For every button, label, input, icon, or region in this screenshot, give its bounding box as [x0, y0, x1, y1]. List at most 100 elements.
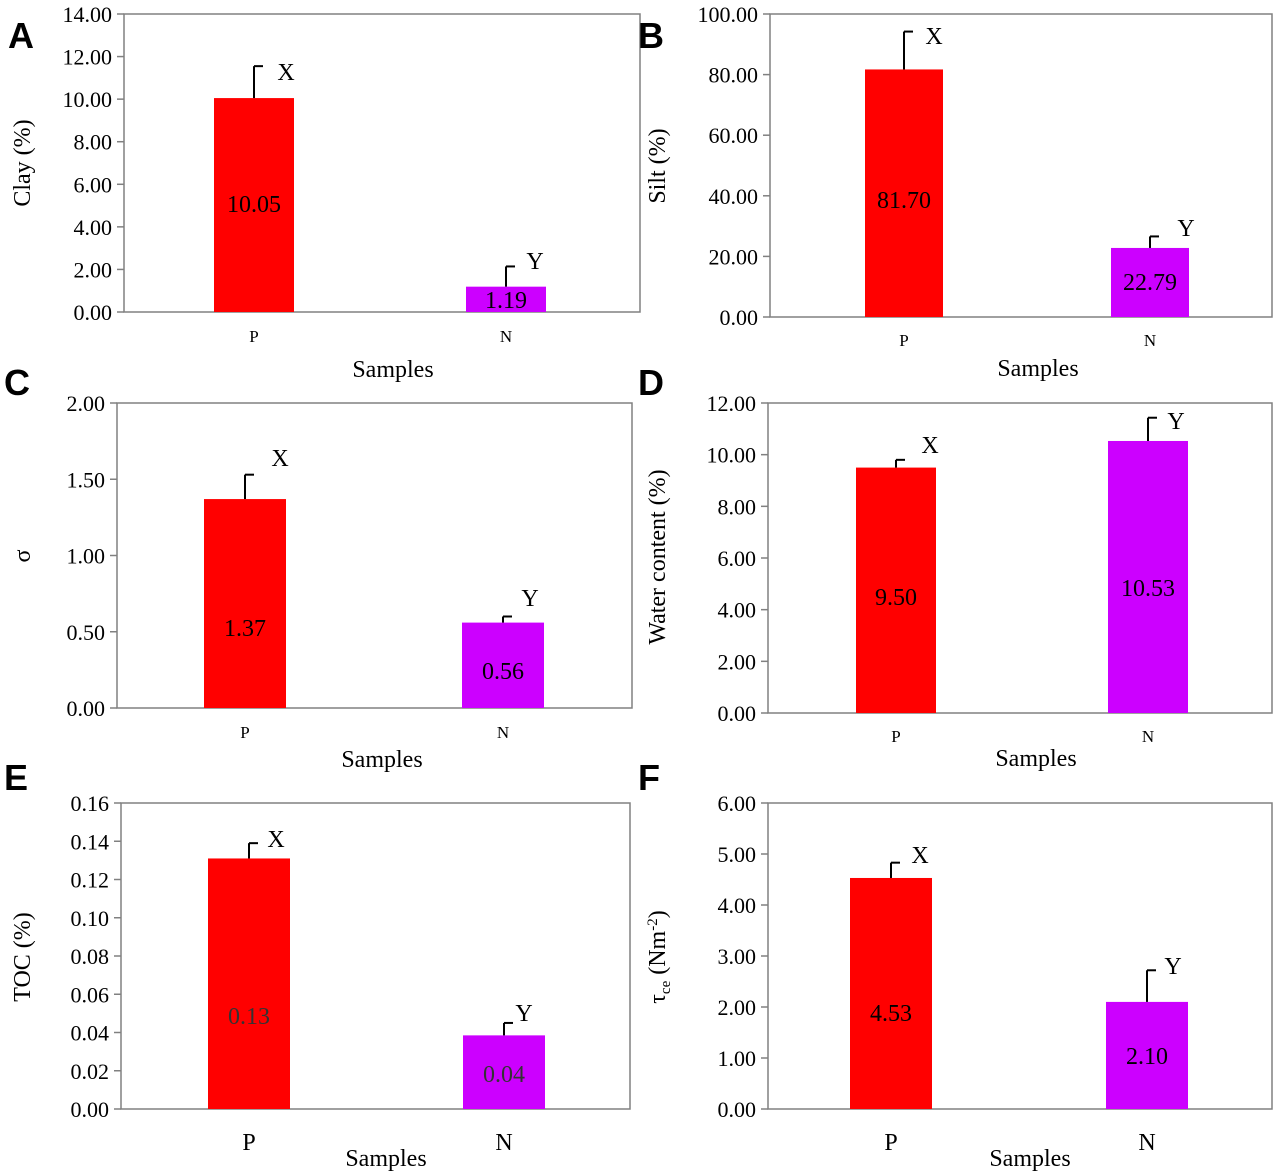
bar-p	[204, 499, 286, 708]
panel-letter: F	[638, 757, 660, 798]
y-tick-label: 12.00	[63, 45, 113, 70]
y-tick-label: 0.00	[71, 1097, 110, 1122]
y-axis-title-unit: (Nm	[645, 930, 671, 980]
y-tick-label: 60.00	[709, 123, 759, 148]
y-tick-label: 8.00	[74, 130, 113, 155]
significance-label: Y	[526, 249, 543, 275]
x-tick-label: P	[899, 331, 908, 350]
y-tick-label: 0.00	[718, 1097, 757, 1122]
significance-label: X	[925, 24, 942, 50]
y-tick-label: 0.10	[71, 906, 110, 931]
y-tick-label: 1.50	[67, 467, 106, 492]
significance-label: Y	[1164, 954, 1181, 980]
x-axis-title: Samples	[341, 747, 422, 773]
plot-frame	[769, 13, 1273, 318]
x-axis-title: Samples	[352, 357, 433, 383]
y-tick-label: 2.00	[67, 391, 106, 416]
data-label: 2.10	[1126, 1044, 1168, 1070]
significance-label: X	[911, 843, 928, 869]
y-tick-label: 5.00	[718, 842, 757, 867]
panel-letter: D	[638, 362, 664, 403]
x-tick-label: N	[495, 1130, 512, 1156]
bar-p	[865, 69, 943, 317]
y-tick-label: 0.00	[720, 305, 759, 330]
bar-p	[850, 877, 932, 1109]
y-tick-label: 0.12	[71, 868, 110, 893]
bar-n	[1108, 440, 1188, 713]
x-tick-label: N	[1142, 727, 1154, 746]
x-tick-label: P	[240, 723, 249, 742]
y-tick-label: 0.04	[71, 1021, 110, 1046]
plot-frame	[116, 402, 633, 709]
y-axis-title: Water content (%)	[645, 469, 671, 644]
x-tick-label: P	[891, 727, 900, 746]
panel-e: E 0.00 0.02 0.04 0.06 0.08 0.10 0.12 0.14 0.16 0.1…	[4, 757, 631, 1172]
x-axis-title: Samples	[995, 746, 1076, 772]
data-label: 9.50	[875, 585, 917, 611]
data-label: 10.53	[1121, 576, 1175, 602]
y-axis-title-superscript: -2	[645, 918, 661, 931]
bar-p	[208, 858, 290, 1109]
y-axis-title-close: )	[645, 910, 671, 918]
y-tick-label: 2.00	[718, 649, 757, 674]
y-tick-label: 0.00	[718, 701, 757, 726]
y-tick-label: 0.00	[67, 696, 106, 721]
x-tick-label: P	[884, 1130, 897, 1156]
data-label: 0.13	[228, 1004, 270, 1030]
significance-label: X	[277, 60, 294, 86]
bar-n	[462, 622, 544, 708]
y-tick-label: 4.00	[718, 893, 757, 918]
x-tick-label: P	[249, 327, 258, 346]
y-tick-label: 80.00	[709, 63, 759, 88]
y-tick-label: 10.00	[707, 443, 757, 468]
y-tick-label: 8.00	[718, 494, 757, 519]
x-tick-label: N	[1144, 331, 1156, 350]
y-tick-label: 4.00	[74, 215, 113, 240]
bar-n	[1111, 247, 1189, 317]
y-tick-label: 100.00	[698, 2, 759, 27]
significance-label: Y	[1167, 409, 1184, 435]
y-tick-label: 0.06	[71, 982, 110, 1007]
x-tick-label: N	[497, 723, 509, 742]
panel-letter: C	[4, 362, 30, 403]
panel-b: B 0.00 20.00 40.00 60.00 80.00 100.00 81.70 X P 22…	[638, 2, 1273, 382]
x-tick-label: N	[500, 327, 512, 346]
significance-label: X	[271, 446, 288, 472]
x-axis-title: Samples	[345, 1146, 426, 1172]
y-tick-label: 10.00	[63, 87, 113, 112]
y-tick-label: 6.00	[74, 172, 113, 197]
y-axis-title: Clay (%)	[10, 119, 36, 206]
y-tick-label: 6.00	[718, 546, 757, 571]
significance-label: Y	[521, 586, 538, 612]
y-axis-title: σ	[10, 549, 36, 562]
y-tick-label: 0.02	[71, 1059, 110, 1084]
plot-frame	[120, 802, 631, 1110]
y-tick-label: 6.00	[718, 791, 757, 816]
bar-p	[214, 98, 294, 312]
bar-n	[466, 286, 546, 312]
data-label: 81.70	[877, 188, 931, 214]
y-axis-title: TOC (%)	[10, 912, 36, 1002]
bar-n	[463, 1035, 545, 1109]
significance-label: X	[921, 433, 938, 459]
y-tick-label: 1.00	[67, 544, 106, 569]
panel-letter: A	[8, 15, 34, 56]
bar-n	[1106, 1001, 1188, 1109]
y-axis-title-subscript: ce	[658, 980, 674, 994]
data-label: 22.79	[1123, 270, 1177, 296]
data-label: 1.37	[224, 616, 266, 642]
data-label: 4.53	[870, 1001, 912, 1027]
data-label: 0.04	[483, 1062, 525, 1088]
x-tick-label: N	[1138, 1130, 1155, 1156]
y-axis-title: τce (Nm-2)	[645, 910, 674, 1003]
y-tick-label: 40.00	[709, 184, 759, 209]
y-tick-label: 0.00	[74, 300, 113, 325]
y-tick-label: 2.00	[718, 995, 757, 1020]
y-tick-label: 0.08	[71, 944, 110, 969]
y-axis-title-main: τ	[645, 994, 671, 1004]
panel-f: F 0.00 1.00 2.00 3.00 4.00 5.00 6.00 4.53 X P 2.10 Y…	[638, 757, 1273, 1172]
panel-d: D 0.00 2.00 4.00 6.00 8.00 10.00 12.00 9.50 X P 10.…	[638, 362, 1273, 772]
y-tick-label: 2.00	[74, 257, 113, 282]
data-label: 0.56	[482, 659, 524, 685]
